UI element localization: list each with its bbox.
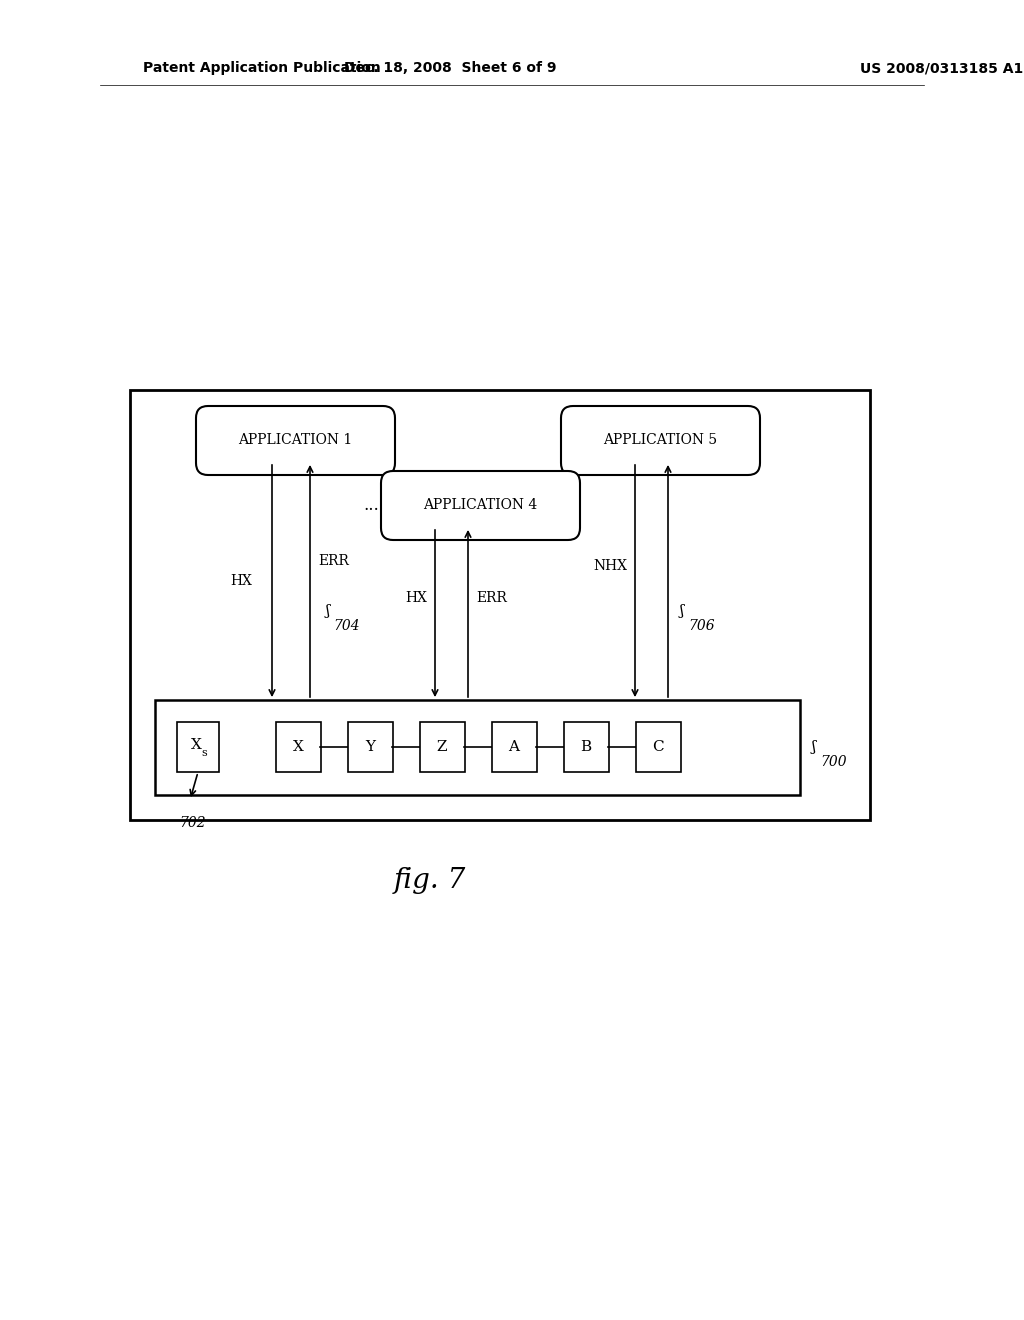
Text: Patent Application Publication: Patent Application Publication (143, 61, 381, 75)
Text: ...: ... (364, 496, 379, 513)
Text: ERR: ERR (318, 554, 349, 568)
Text: s: s (201, 748, 207, 758)
Text: fig. 7: fig. 7 (394, 866, 466, 894)
Bar (177, 722, 219, 772)
Text: X: X (293, 741, 303, 754)
Text: HX: HX (406, 591, 427, 605)
Text: ʃ: ʃ (812, 741, 816, 754)
Bar (130, 389, 870, 820)
Text: A: A (509, 741, 519, 754)
FancyBboxPatch shape (381, 471, 580, 540)
Text: ʃ: ʃ (680, 605, 684, 618)
Text: HX: HX (230, 574, 252, 587)
Text: APPLICATION 1: APPLICATION 1 (238, 433, 352, 447)
Text: NHX: NHX (593, 558, 627, 573)
Bar (564, 722, 609, 772)
Text: APPLICATION 5: APPLICATION 5 (603, 433, 717, 447)
Text: 704: 704 (333, 619, 359, 634)
Text: Z: Z (437, 741, 447, 754)
Text: US 2008/0313185 A1: US 2008/0313185 A1 (860, 61, 1023, 75)
Text: X: X (190, 738, 202, 752)
Text: B: B (581, 741, 592, 754)
Bar (636, 722, 681, 772)
FancyBboxPatch shape (196, 407, 395, 475)
Text: C: C (652, 741, 664, 754)
Bar (276, 722, 321, 772)
Text: 706: 706 (688, 619, 715, 634)
Text: 700: 700 (820, 755, 847, 770)
Text: Dec. 18, 2008  Sheet 6 of 9: Dec. 18, 2008 Sheet 6 of 9 (344, 61, 556, 75)
Bar (492, 722, 537, 772)
Text: Y: Y (365, 741, 375, 754)
Bar (155, 700, 800, 795)
Bar (348, 722, 393, 772)
FancyBboxPatch shape (561, 407, 760, 475)
Bar (420, 722, 465, 772)
Text: 702: 702 (179, 816, 206, 830)
Text: APPLICATION 4: APPLICATION 4 (423, 498, 538, 512)
Text: ʃ: ʃ (325, 605, 329, 618)
Text: ERR: ERR (476, 591, 507, 605)
